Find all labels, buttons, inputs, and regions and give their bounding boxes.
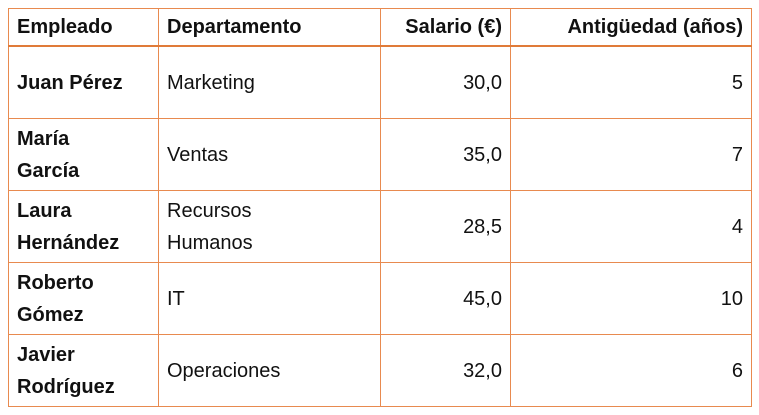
header-row: Empleado Departamento Salario (€) Antigü… <box>8 8 752 47</box>
table-cell: Recursos Humanos <box>158 190 381 263</box>
table-cell: 45,0 <box>380 262 511 335</box>
table-cell: 6 <box>510 334 752 407</box>
table-cell: 10 <box>510 262 752 335</box>
header-cell: Departamento <box>158 8 381 47</box>
table-cell: Marketing <box>158 45 381 119</box>
table-row: Javier Rodríguez Operaciones 32,0 6 <box>8 334 752 407</box>
table-cell: Laura Hernández <box>8 190 159 263</box>
table-cell: Operaciones <box>158 334 381 407</box>
table-cell: 5 <box>510 45 752 119</box>
table-cell: IT <box>158 262 381 335</box>
table-body: Juan Pérez Marketing 30,0 5 María García Vent… <box>8 45 752 407</box>
table-header: Empleado Departamento Salario (€) Antigü… <box>8 8 752 47</box>
table-row: Roberto Gómez IT 45,0 10 <box>8 262 752 335</box>
header-cell: Empleado <box>8 8 159 47</box>
table-cell: Javier Rodríguez <box>8 334 159 407</box>
employee-table: Empleado Departamento Salario (€) Antigü… <box>8 8 752 407</box>
table-cell: 32,0 <box>380 334 511 407</box>
table-cell: María García <box>8 118 159 191</box>
header-cell: Salario (€) <box>380 8 511 47</box>
table-cell: 28,5 <box>380 190 511 263</box>
table-cell: 30,0 <box>380 45 511 119</box>
table-cell: 35,0 <box>380 118 511 191</box>
header-cell: Antigüedad (años) <box>510 8 752 47</box>
table-cell: Roberto Gómez <box>8 262 159 335</box>
table-cell: 7 <box>510 118 752 191</box>
table-row: Juan Pérez Marketing 30,0 5 <box>8 45 752 119</box>
table-cell: Ventas <box>158 118 381 191</box>
table-row: María García Ventas 35,0 7 <box>8 118 752 191</box>
table-cell: Juan Pérez <box>8 45 159 119</box>
table-cell: 4 <box>510 190 752 263</box>
table-row: Laura Hernández Recursos Humanos 28,5 4 <box>8 190 752 263</box>
